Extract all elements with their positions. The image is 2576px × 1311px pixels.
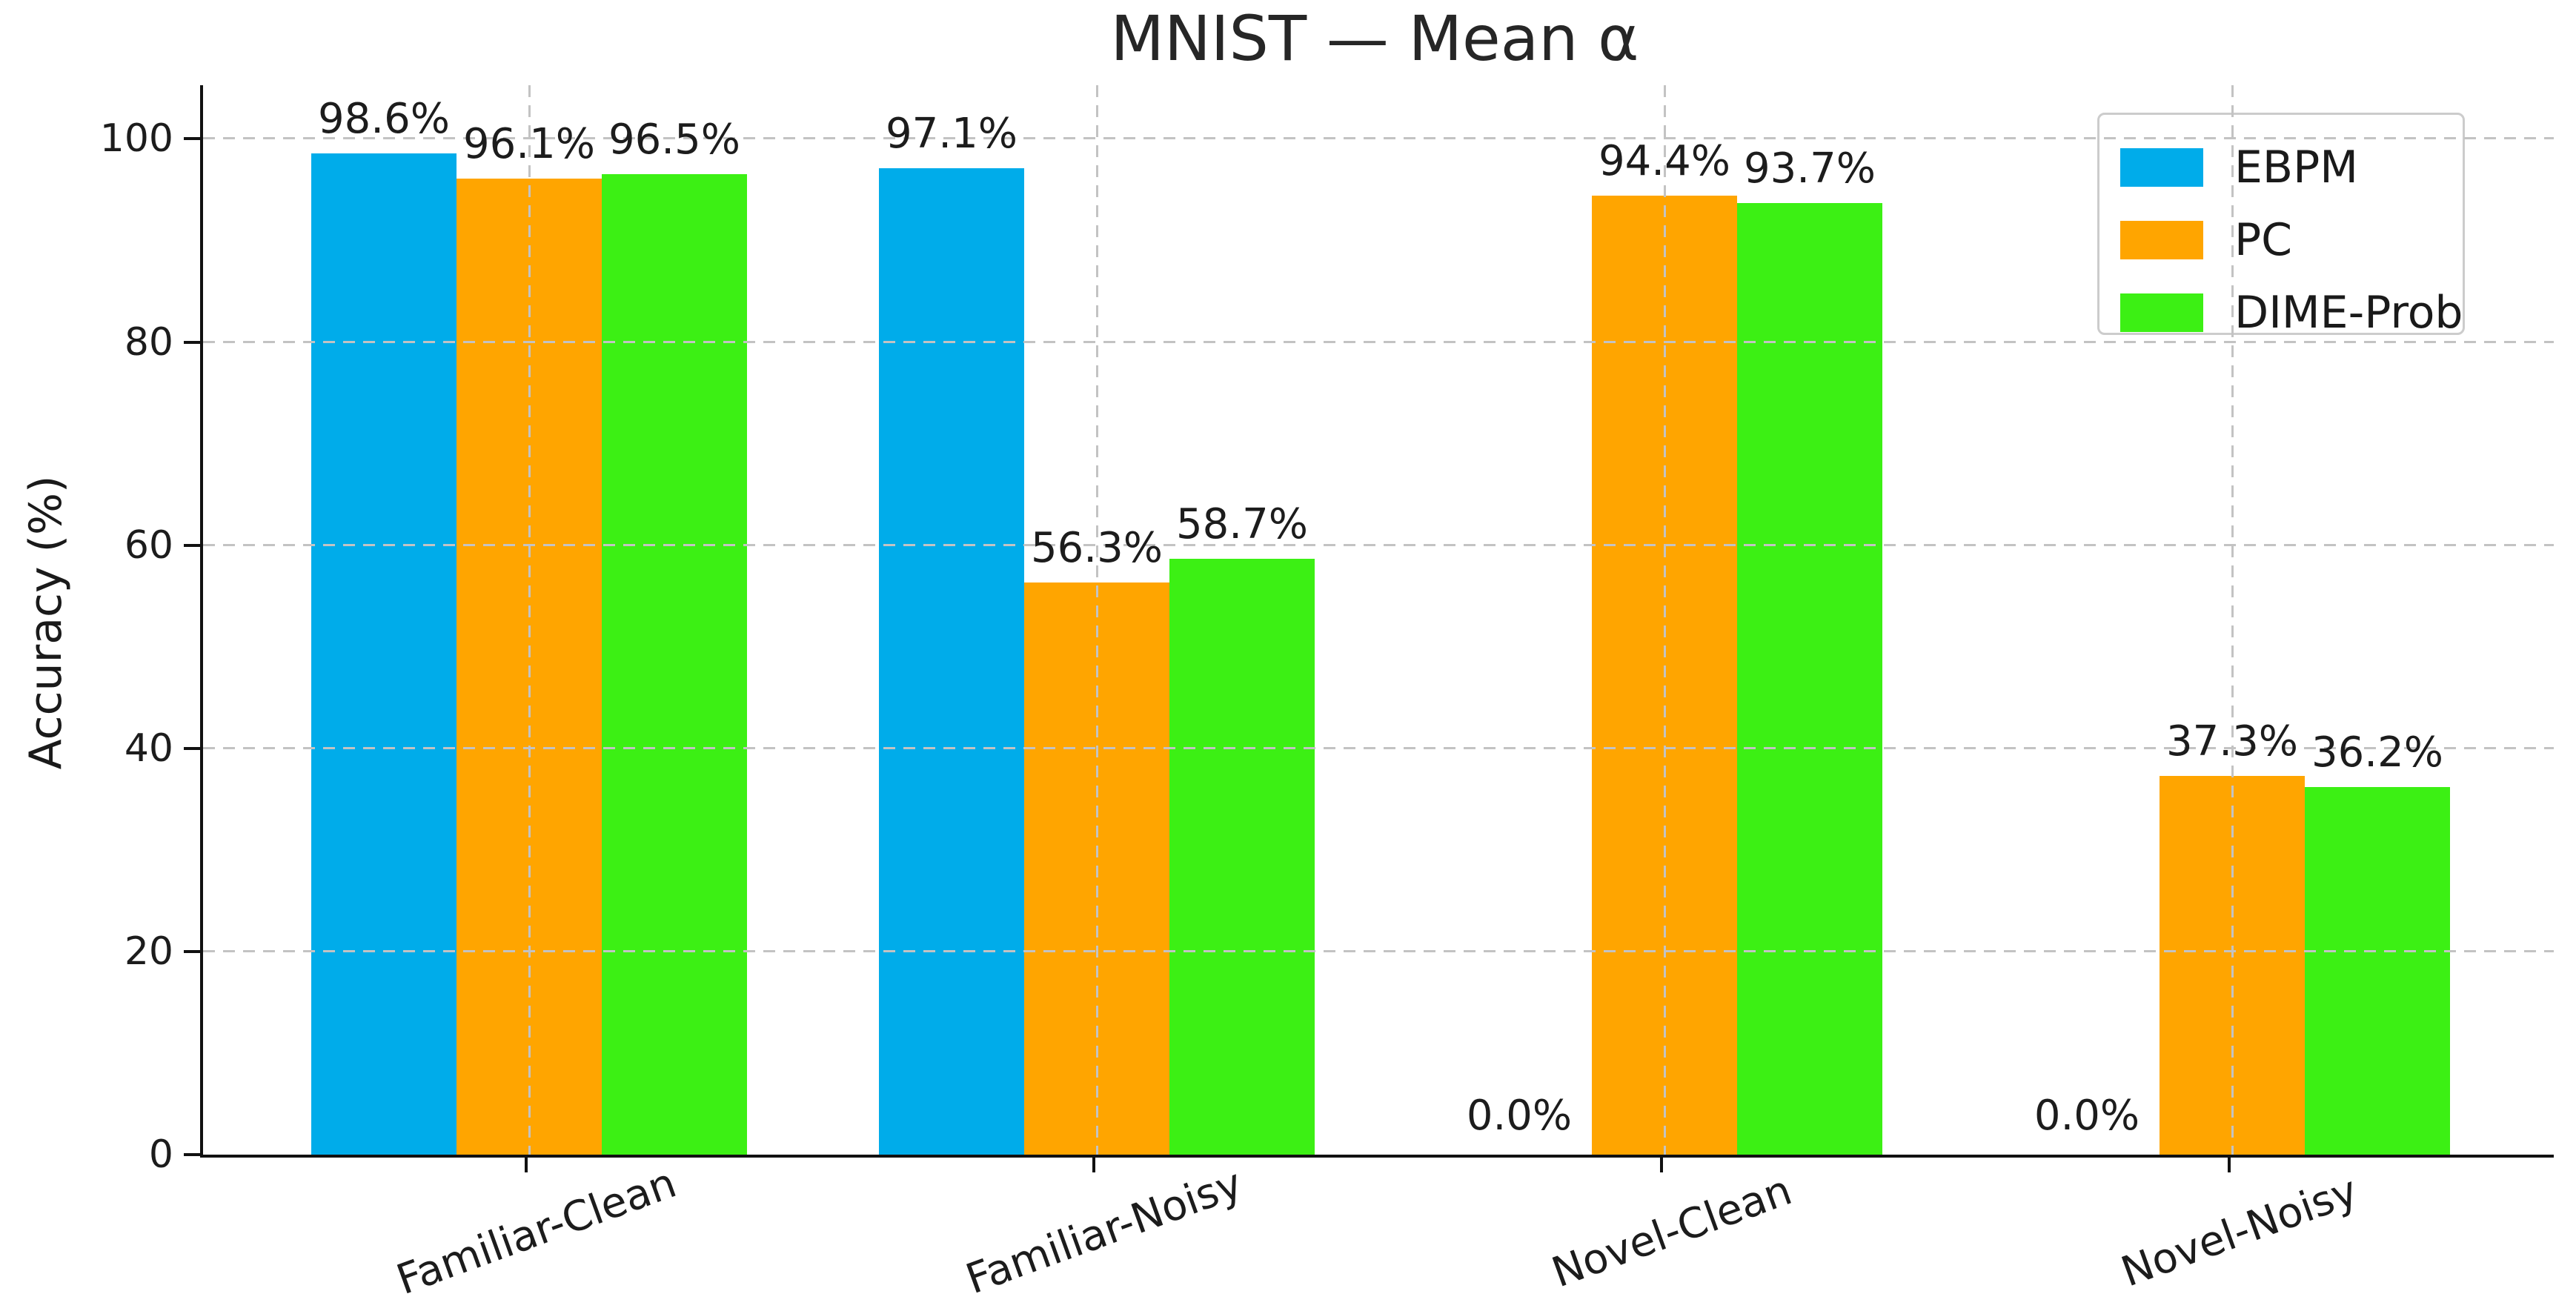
y-tick-20 [184,950,200,953]
bar-DIME-Prob-Novel-Noisy [2305,787,2450,1155]
y-axis-label: Accuracy (%) [20,475,72,770]
legend-swatch-DIME-Prob [2120,293,2203,332]
y-tick-0 [184,1153,200,1156]
legend-label-DIME-Prob: DIME-Prob [2234,287,2463,339]
y-tick-40 [184,747,200,750]
y-tick-80 [184,341,200,344]
bar-EBPM-Familiar-Clean [311,153,457,1155]
y-tick-label-100: 100 [99,116,173,161]
legend-label-EBPM: EBPM [2234,142,2359,193]
legend-label-PC: PC [2234,214,2293,266]
value-label-PC-Novel-Clean: 94.4% [1599,137,1730,185]
y-tick-label-40: 40 [124,726,173,771]
x-tick-Novel-Noisy [2228,1155,2231,1172]
value-label-EBPM-Familiar-Clean: 98.6% [318,95,450,143]
y-tick-label-80: 80 [124,320,173,365]
y-tick-label-0: 0 [148,1132,173,1177]
bar-PC-Familiar-Noisy [1024,583,1169,1155]
bar-EBPM-Familiar-Noisy [879,168,1024,1155]
legend-row-EBPM: EBPM [2099,131,2463,204]
legend: EBPM PC DIME-Prob [2097,113,2465,339]
bar-PC-Familiar-Clean [457,179,602,1155]
y-tick-label-20: 20 [124,929,173,974]
y-tick-60 [184,544,200,547]
legend-swatch-PC [2120,221,2203,259]
x-tick-Novel-Clean [1660,1155,1663,1172]
value-label-DIME-Prob-Novel-Noisy: 36.2% [2311,728,2443,777]
x-tick-label-Novel-Noisy: Novel-Noisy [2115,1166,2364,1297]
legend-row-DIME-Prob: DIME-Prob [2099,276,2463,349]
x-tick-label-Familiar-Clean: Familiar-Clean [391,1158,683,1305]
bar-PC-Novel-Noisy [2160,776,2305,1155]
value-label-DIME-Prob-Familiar-Noisy: 58.7% [1176,500,1308,548]
x-tick-label-Novel-Clean: Novel-Clean [1545,1166,1799,1298]
value-label-DIME-Prob-Familiar-Clean: 96.5% [608,116,740,164]
chart-title: MNIST — Mean α [1110,2,1639,75]
value-label-DIME-Prob-Novel-Clean: 93.7% [1744,145,1876,193]
y-tick-label-60: 60 [124,523,173,568]
value-label-PC-Novel-Noisy: 37.3% [2166,717,2298,766]
value-label-EBPM-Novel-Clean: 0.0% [1466,1092,1573,1140]
value-label-PC-Familiar-Clean: 96.1% [463,120,595,168]
bar-DIME-Prob-Familiar-Clean [602,174,747,1155]
x-tick-Familiar-Clean [525,1155,528,1172]
bar-PC-Novel-Clean [1592,196,1737,1155]
legend-row-PC: PC [2099,204,2463,276]
value-label-EBPM-Novel-Noisy: 0.0% [2034,1092,2140,1140]
legend-swatch-EBPM [2120,148,2203,187]
plot-area: 98.6% 97.1% 0.0% 0.0% 96.1% 56.3% 94.4% 37.3% 96… [200,85,2554,1158]
x-tick-Familiar-Noisy [1092,1155,1095,1172]
bar-DIME-Prob-Novel-Clean [1737,203,1882,1155]
value-label-PC-Familiar-Noisy: 56.3% [1031,524,1163,572]
value-label-EBPM-Familiar-Noisy: 97.1% [886,110,1018,158]
bar-DIME-Prob-Familiar-Noisy [1169,559,1315,1155]
x-tick-label-Familiar-Noisy: Familiar-Noisy [960,1159,1249,1304]
y-tick-100 [184,137,200,140]
